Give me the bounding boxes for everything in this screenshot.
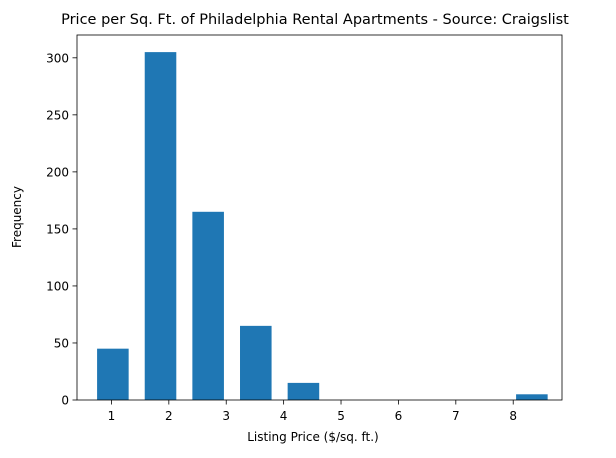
y-tick-label-300: 300 <box>46 51 69 65</box>
y-tick-label-150: 150 <box>46 222 69 236</box>
y-tick-label-50: 50 <box>54 336 69 350</box>
y-tick-label-250: 250 <box>46 108 69 122</box>
x-tick-label-5: 5 <box>337 409 345 423</box>
bar-0 <box>97 348 129 400</box>
axes: 1 2 3 4 5 6 7 8 0 50 100 150 200 250 300 <box>46 34 563 423</box>
chart-title: Price per Sq. Ft. of Philadelphia Rental… <box>61 12 569 28</box>
bar-3 <box>240 325 272 400</box>
bar-2 <box>192 211 224 400</box>
y-tick-label-100: 100 <box>46 279 69 293</box>
x-tick-label-1: 1 <box>108 409 116 423</box>
bar-5 <box>516 394 548 400</box>
x-tick-label-4: 4 <box>280 409 288 423</box>
x-tick-label-8: 8 <box>509 409 517 423</box>
x-axis-label: Listing Price ($/sq. ft.) <box>247 430 379 444</box>
bar-1 <box>144 52 177 400</box>
x-tick-label-2: 2 <box>165 409 173 423</box>
y-tick-label-0: 0 <box>61 394 69 408</box>
x-tick-label-6: 6 <box>395 409 403 423</box>
y-tick-label-200: 200 <box>46 165 69 179</box>
bars <box>97 52 548 400</box>
y-axis-label: Frequency <box>10 186 24 248</box>
x-tick-label-3: 3 <box>222 409 230 423</box>
x-tick-label-7: 7 <box>452 409 460 423</box>
plot-frame <box>76 34 563 401</box>
bar-4 <box>287 382 320 400</box>
